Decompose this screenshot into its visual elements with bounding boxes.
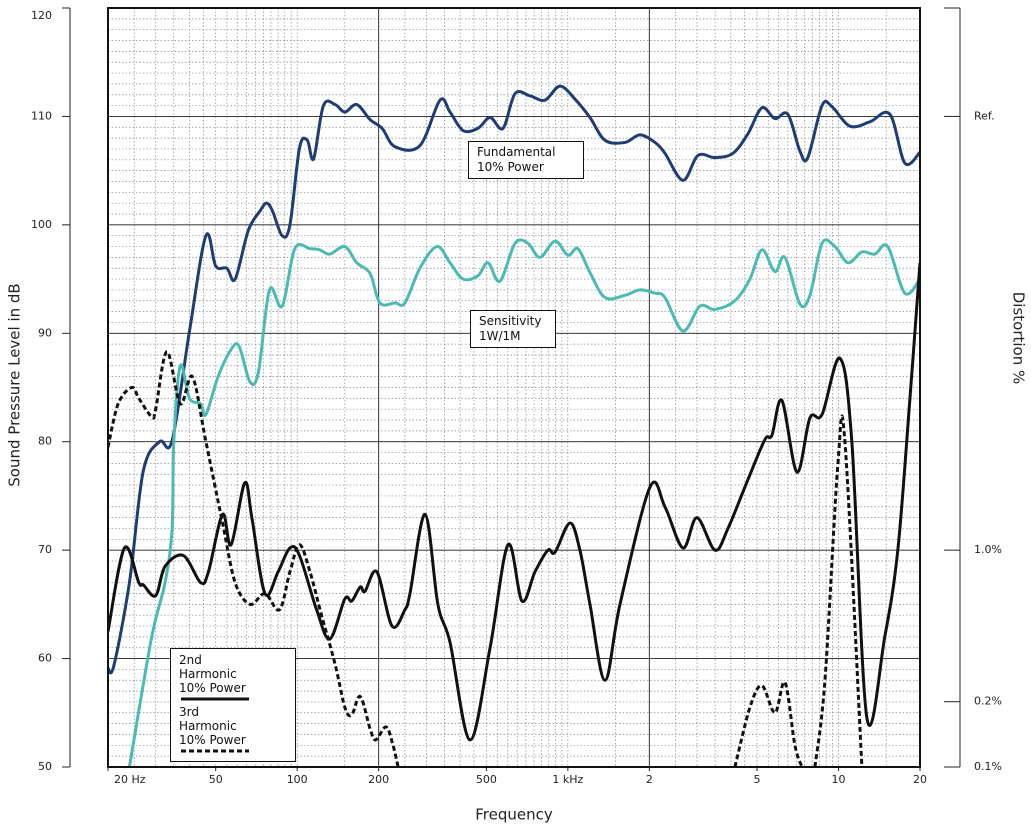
y-axis-title: Sound Pressure Level in dB	[6, 283, 24, 486]
y-tick-label: 70	[38, 543, 52, 556]
y-tick-label: 60	[38, 652, 52, 665]
x-tick-label: 200	[368, 773, 389, 786]
x-axis-title: Frequency	[475, 806, 553, 824]
y2-tick-label: 1.0%	[974, 543, 1002, 556]
y2-tick-label: Ref.	[974, 109, 995, 122]
y2-tick-label: 0.1%	[974, 760, 1002, 773]
x-tick-label: 100	[287, 773, 308, 786]
legend-item: 2nd Harmonic 10% Power	[179, 653, 287, 703]
y-tick-label: 100	[31, 218, 52, 231]
annotation-line: Sensitivity	[479, 314, 542, 328]
x-tick-label: 1 kHz	[552, 773, 583, 786]
y2-axis-title: Distortion %	[1010, 292, 1028, 385]
x-tick-label: 500	[476, 773, 497, 786]
y-tick-label: 90	[38, 326, 52, 339]
annotation-line: Fundamental	[477, 145, 556, 159]
annotation-line: 10% Power	[477, 160, 544, 174]
annotation-line: 1W/1M	[479, 329, 521, 343]
x-tick-label: 2	[646, 773, 653, 786]
series-line	[108, 262, 920, 742]
legend-label: 3rd Harmonic 10% Power	[179, 705, 246, 747]
legend-label: 2nd Harmonic 10% Power	[179, 653, 246, 695]
legend-swatch	[181, 749, 249, 753]
x-tick-label: 20	[913, 773, 927, 786]
series-line	[108, 84, 920, 675]
x-tick-label: 10	[832, 773, 846, 786]
y-tick-label: 110	[31, 109, 52, 122]
plot-frame	[107, 7, 921, 768]
y-tick-label: 120	[31, 9, 52, 22]
series-line	[127, 238, 920, 767]
annotation: Fundamental 10% Power	[468, 141, 584, 179]
x-tick-label: 5	[754, 773, 761, 786]
legend-swatch	[181, 697, 249, 701]
annotation: Sensitivity 1W/1M	[470, 310, 556, 348]
y-tick-label: 50	[38, 760, 52, 773]
x-tick-label: 50	[209, 773, 223, 786]
legend: 2nd Harmonic 10% Power 3rd Harmonic 10% P…	[170, 648, 296, 762]
legend-item: 3rd Harmonic 10% Power	[179, 705, 287, 755]
y-tick-label: 80	[38, 435, 52, 448]
y2-tick-label: 0.2%	[974, 695, 1002, 708]
series-line	[108, 350, 864, 767]
x-tick-label: 20 Hz	[114, 773, 146, 786]
